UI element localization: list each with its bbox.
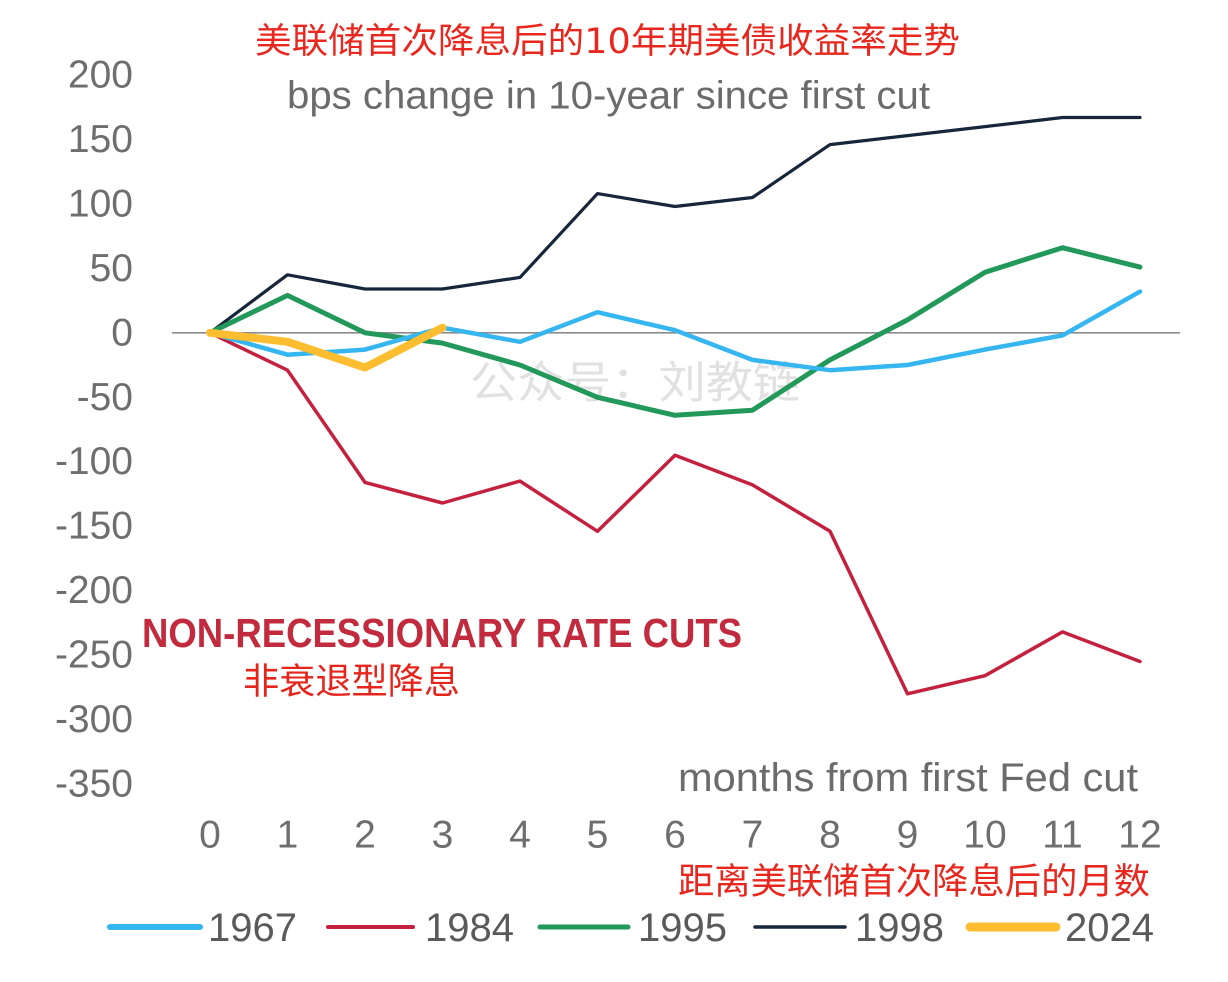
legend-item-1995: 1995 [537,906,727,950]
y-axis-tick-labels: 200 150 100 50 0 -50 -100 -150 -200 -250 -300 -350 [55,54,133,806]
y-tick-label: -50 [77,376,133,419]
y-tick-label: -350 [55,763,133,806]
x-tick-label: 3 [432,814,454,857]
legend-item-1984: 1984 [326,906,514,950]
chart-subtitle: bps change in 10-year since first cut [287,75,930,118]
y-tick-label: 200 [68,54,133,97]
annotation-non-recessionary-cn: 非衰退型降息 [243,662,460,703]
legend-label-1967: 1967 [208,906,297,950]
series-line-2024 [206,323,447,372]
legend: 1967 1984 1995 1998 2024 [107,906,1154,950]
x-tick-label: 11 [1042,814,1083,857]
x-tick-label: 7 [742,814,764,857]
x-tick-label: 5 [587,814,609,857]
legend-item-1967: 1967 [107,906,297,950]
y-tick-label: -200 [55,569,133,612]
x-tick-label: 8 [819,814,841,857]
legend-label-1995: 1995 [638,906,727,950]
y-tick-label: -100 [55,440,133,483]
x-tick-label: 9 [897,814,919,857]
series-layer [206,115,1143,696]
y-tick-label: 150 [68,118,133,161]
x-axis-tick-labels: 0 1 2 3 4 5 6 7 8 9 10 11 12 [199,814,1162,857]
y-tick-label: 50 [90,247,133,290]
legend-label-2024: 2024 [1065,906,1154,950]
x-tick-label: 1 [277,814,299,857]
x-axis-label: months from first Fed cut [678,756,1138,800]
y-tick-label: 100 [68,182,133,225]
y-tick-label: 0 [111,311,133,354]
legend-label-1984: 1984 [425,906,514,950]
y-tick-label: -150 [55,505,133,548]
annotation-non-recessionary: NON-RECESSIONARY RATE CUTS [142,610,742,656]
series-line-1967 [207,289,1143,373]
y-tick-label: -300 [55,698,133,741]
series-line-1984 [208,331,1142,696]
x-axis-label-cn: 距离美联储首次降息后的月数 [678,862,1150,903]
series-line-1998 [208,115,1142,335]
x-tick-label: 2 [354,814,376,857]
chart-title: 美联储首次降息后的10年期美债收益率走势 [255,22,960,62]
x-tick-label: 0 [199,814,221,857]
x-tick-label: 10 [963,814,1006,857]
y-tick-label: -250 [55,634,133,677]
legend-item-1998: 1998 [753,906,944,950]
x-tick-label: 12 [1118,814,1161,857]
x-tick-label: 4 [509,814,531,857]
series-line-1995 [207,245,1143,418]
x-tick-label: 6 [664,814,686,857]
legend-item-2024: 2024 [965,906,1154,950]
legend-label-1998: 1998 [855,906,944,950]
